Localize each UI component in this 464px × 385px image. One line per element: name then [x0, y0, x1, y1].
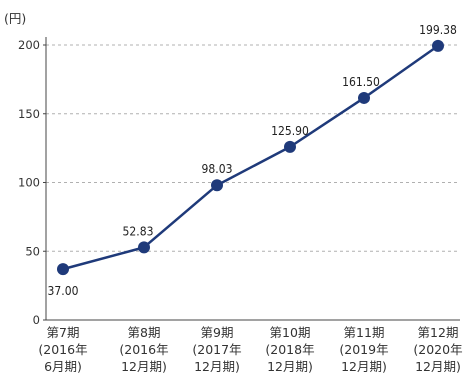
x-category-label-3: 第9期 (2017年 12月期)	[192, 325, 241, 374]
x-category-label-line: 12月期)	[194, 359, 240, 374]
x-category-label-line: 12月期)	[267, 359, 313, 374]
series-polyline	[62, 44, 439, 271]
x-category-label-1: 第7期 (2016年 6月期)	[38, 325, 87, 374]
x-category-label-line: 第10期	[270, 325, 311, 340]
x-category-label-line: 第8期	[128, 325, 161, 340]
x-axis-category-labels: 第7期 (2016年 6月期) 第8期 (2016年 12月期) 第9期 (2017年 12月期…	[38, 325, 462, 374]
y-tick-label-0: 0	[33, 313, 40, 327]
x-category-label-line: 第11期	[344, 325, 385, 340]
data-label-3: 98.03	[202, 162, 233, 176]
y-axis-ticks: 0 50 100 150 200	[18, 38, 46, 327]
data-label-4: 125.90	[271, 124, 309, 138]
data-point-5	[358, 91, 370, 104]
grid-lines	[46, 44, 460, 252]
x-category-label-line: 6月期)	[44, 359, 82, 374]
x-category-label-line: (2016年	[38, 342, 87, 357]
y-axis-unit-label: (円)	[4, 11, 26, 26]
x-category-label-line: (2019年	[339, 342, 388, 357]
x-category-label-line: (2018年	[265, 342, 314, 357]
x-category-label-6: 第12期 (2020年 12月期)	[413, 325, 462, 374]
y-tick-label-100: 100	[18, 176, 40, 190]
x-category-label-line: 12月期)	[341, 359, 387, 374]
series-line	[62, 44, 439, 271]
x-category-label-line: 12月期)	[121, 359, 167, 374]
y-tick-label-50: 50	[25, 244, 40, 258]
series-markers	[57, 39, 444, 276]
data-label-1: 37.00	[48, 284, 79, 298]
data-point-6	[432, 39, 444, 52]
data-point-2	[138, 241, 150, 254]
x-category-label-line: 12月期)	[415, 359, 461, 374]
axes	[45, 37, 460, 321]
x-category-label-line: (2017年	[192, 342, 241, 357]
x-category-label-line: 第12期	[418, 325, 459, 340]
y-tick-label-150: 150	[18, 107, 40, 121]
x-category-label-line: (2020年	[413, 342, 462, 357]
y-tick-label-200: 200	[18, 38, 40, 52]
data-label-5: 161.50	[342, 75, 380, 89]
x-category-label-line: (2016年	[119, 342, 168, 357]
x-category-label-5: 第11期 (2019年 12月期)	[339, 325, 388, 374]
x-category-label-line: 第7期	[47, 325, 80, 340]
data-labels: 37.00 52.83 98.03 125.90 161.50 199.38	[48, 23, 457, 298]
data-label-6: 199.38	[419, 23, 457, 37]
data-point-4	[284, 140, 296, 153]
data-label-2: 52.83	[123, 224, 154, 238]
data-point-1	[57, 263, 69, 276]
x-category-label-2: 第8期 (2016年 12月期)	[119, 325, 168, 374]
x-category-label-4: 第10期 (2018年 12月期)	[265, 325, 314, 374]
x-category-label-line: 第9期	[201, 325, 234, 340]
data-point-3	[211, 179, 223, 192]
